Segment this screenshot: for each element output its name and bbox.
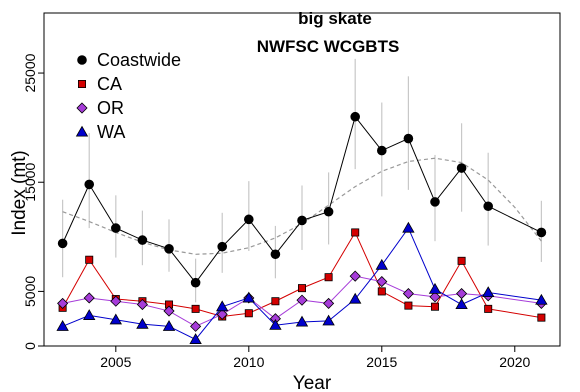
point-coastwide-2009 [217, 241, 228, 252]
chart-subtitle: NWFSC WCGBTS [257, 37, 400, 56]
legend-marker-coastwide [77, 55, 87, 65]
series-line-coastwide [62, 115, 542, 284]
point-coastwide-2015 [376, 145, 387, 156]
point-coastwide-2019 [483, 201, 493, 212]
point-wa-2016 [402, 221, 415, 233]
point-wa-2004 [83, 309, 96, 320]
legend-label-coastwide: Coastwide [97, 50, 181, 70]
legend-label-ca: CA [97, 74, 122, 94]
series-coastwide [57, 111, 547, 288]
point-wa-2003 [56, 320, 69, 331]
point-or-2008 [190, 320, 202, 332]
legend-marker-ca [78, 80, 87, 89]
point-wa-2015 [375, 258, 388, 270]
point-wa-2019 [481, 286, 495, 298]
point-coastwide-2018 [456, 163, 467, 173]
x-tick-label-2005: 2005 [100, 354, 131, 370]
point-ca-2010 [244, 309, 253, 318]
point-coastwide-2005 [111, 223, 121, 233]
point-wa-2021 [535, 293, 548, 305]
point-ca-2016 [404, 301, 413, 310]
point-or-2006 [136, 298, 148, 311]
plot-area [43, 12, 561, 347]
point-coastwide-2013 [323, 206, 334, 217]
point-or-2015 [376, 276, 388, 288]
point-or-2014 [349, 270, 361, 282]
point-ca-2014 [351, 228, 360, 237]
point-or-2004 [83, 292, 95, 304]
x-tick-label-2020: 2020 [499, 354, 530, 370]
x-tick-label-2015: 2015 [366, 354, 397, 370]
axes: 2005 2010 2015 2020 0 5000 15000 25000 [22, 53, 531, 370]
x-axis-label: Year [293, 373, 332, 392]
y-tick-label-0: 0 [22, 342, 38, 350]
point-or-2016 [402, 288, 414, 300]
point-ca-2015 [377, 287, 386, 296]
point-wa-2012 [295, 315, 309, 327]
point-ca-2021 [537, 313, 546, 322]
point-wa-2005 [109, 313, 123, 325]
point-wa-2010 [242, 291, 255, 303]
point-wa-2007 [162, 320, 176, 331]
coastwide-error-bars [62, 58, 542, 303]
point-wa-2011 [269, 318, 282, 330]
point-coastwide-2017 [430, 197, 440, 207]
point-coastwide-2021 [536, 227, 547, 238]
plot-frame [43, 12, 561, 347]
point-ca-2004 [85, 255, 94, 264]
point-coastwide-2006 [137, 235, 148, 245]
legend-marker-or [76, 102, 88, 114]
point-wa-2018 [455, 298, 468, 310]
point-or-2007 [163, 305, 175, 317]
x-tick-label-2010: 2010 [233, 354, 264, 370]
point-ca-2017 [430, 302, 439, 311]
series-wa [56, 221, 548, 344]
legend-marker-wa [75, 125, 89, 137]
point-or-2005 [110, 295, 122, 307]
point-coastwide-2014 [350, 111, 360, 122]
point-ca-2018 [457, 256, 466, 265]
point-coastwide-2010 [244, 214, 254, 225]
point-or-2003 [57, 297, 69, 309]
point-coastwide-2008 [190, 277, 201, 288]
point-wa-2017 [428, 282, 442, 294]
point-wa-2013 [322, 314, 335, 326]
point-coastwide-2012 [297, 215, 307, 226]
point-coastwide-2016 [403, 133, 414, 144]
y-tick-label-5000: 5000 [22, 276, 38, 307]
legend-label-or: OR [97, 98, 124, 118]
point-wa-2009 [216, 300, 229, 312]
point-or-2018 [456, 288, 468, 300]
point-or-2013 [323, 297, 335, 309]
point-ca-2011 [271, 297, 280, 306]
point-coastwide-2003 [57, 238, 68, 249]
chart-title: big skate [298, 9, 372, 28]
legend-label-wa: WA [97, 122, 125, 142]
point-wa-2006 [136, 317, 149, 329]
y-tick-label-15000: 15000 [22, 163, 38, 202]
point-ca-2008 [191, 304, 200, 313]
point-wa-2008 [189, 333, 202, 344]
series-line-ca [62, 231, 542, 319]
point-coastwide-2007 [164, 244, 174, 254]
point-ca-2019 [484, 304, 493, 313]
point-coastwide-2011 [270, 249, 281, 260]
point-or-2012 [296, 294, 308, 306]
y-tick-label-25000: 25000 [22, 53, 38, 92]
point-or-2009 [216, 308, 228, 320]
point-or-2017 [429, 291, 441, 303]
series-layer [56, 111, 548, 344]
y-axis-label: Index (mt) [9, 150, 30, 236]
point-ca-2013 [324, 273, 333, 282]
point-ca-2012 [297, 284, 306, 293]
point-coastwide-2004 [84, 179, 95, 190]
point-wa-2014 [349, 292, 362, 304]
legend: Coastwide CA OR WA [75, 50, 181, 142]
